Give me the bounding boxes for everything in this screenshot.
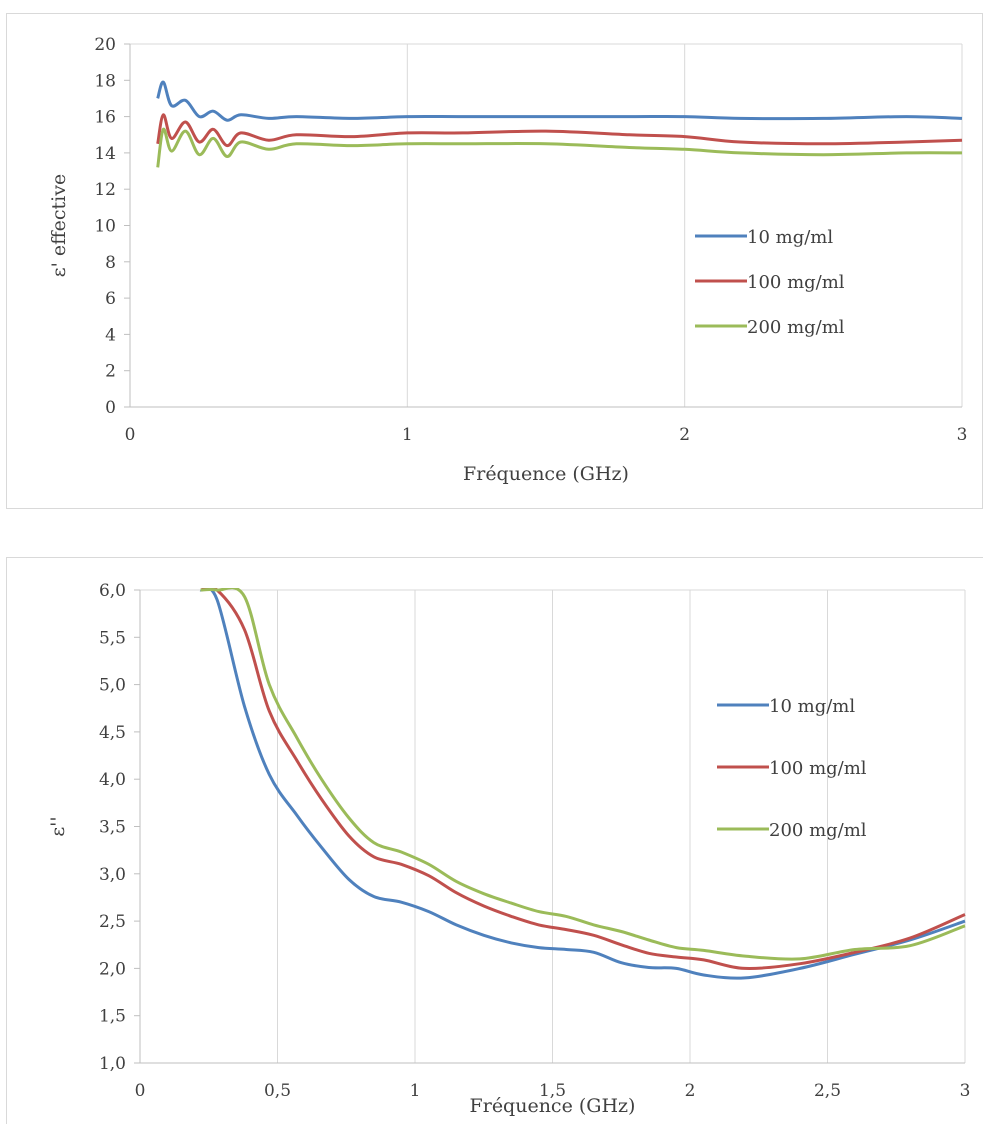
legend-label-3: 200 mg/ml [769,820,867,841]
y-tick-label: 1,5 [99,1007,126,1027]
x-axis-title: Fréquence (GHz) [470,1095,636,1117]
y-tick-label: 4,0 [99,770,126,790]
x-tick-label: 2 [679,425,690,445]
x-axis-title: Fréquence (GHz) [463,463,629,485]
legend-label-2: 100 mg/ml [747,272,845,293]
y-tick-label: 12 [94,180,116,200]
x-tick-label: 1 [410,1081,421,1101]
chart-bottom: 0 0,5 1 1,5 2 2,5 3 1,0 1,5 2,0 2,5 3,0 3,5 4,0 4,5 5,0… [6,557,983,1124]
y-tick-label: 6,0 [99,581,126,601]
y-tick-label: 3,5 [99,818,126,838]
x-tick-label: 3 [957,425,968,445]
series-line-2 [156,113,963,148]
x-tick-label: 3 [960,1081,971,1101]
chart-top: 0 1 2 3 0 2 4 6 8 10 12 14 16 18 20 10 mg/ml 100 mg/ml 20… [6,13,983,509]
y-axis-title: ε'' [47,816,69,836]
y-tick-label: 16 [94,108,116,128]
y-tick-label: 2 [105,362,116,382]
y-tick-label: 2,0 [99,959,126,979]
series-line-3 [156,127,963,168]
y-tick-label: 4,5 [99,723,126,743]
y-axis-title: ε' effective [48,174,70,277]
y-tick-label: 14 [94,144,116,164]
series-line-2 [200,588,966,970]
y-tick-label: 3,0 [99,865,126,885]
legend-label-1: 10 mg/ml [747,227,833,248]
y-tick-label: 10 [94,217,116,237]
y-tick-label: 5,5 [99,628,126,648]
x-tick-label: 0 [135,1081,146,1101]
legend-label-2: 100 mg/ml [769,758,867,779]
legend-label-1: 10 mg/ml [769,696,855,717]
y-tick-label: 18 [94,71,116,91]
y-tick-label: 0 [105,398,116,418]
x-tick-label: 0,5 [264,1081,291,1101]
series-line-1 [199,588,966,980]
y-tick-label: 5,0 [99,676,126,696]
series-line-3 [200,588,966,961]
x-tick-label: 2,5 [814,1081,841,1101]
legend-label-3: 200 mg/ml [747,317,845,338]
series-line-1 [156,80,963,122]
y-tick-label: 8 [105,253,116,273]
x-tick-label: 0 [125,425,136,445]
chart-svg: 0 0,5 1 1,5 2 2,5 3 1,0 1,5 2,0 2,5 3,0 3,5 4,0 4,5 5,0… [47,581,971,1117]
x-tick-label: 1 [402,425,413,445]
y-tick-label: 6 [105,289,116,309]
y-tick-label: 4 [105,325,116,345]
y-tick-label: 2,5 [99,912,126,932]
x-tick-label: 1,5 [539,1081,566,1101]
y-tick-label: 1,0 [99,1054,126,1074]
x-tick-label: 2 [685,1081,696,1101]
y-tick-label: 20 [94,35,116,55]
